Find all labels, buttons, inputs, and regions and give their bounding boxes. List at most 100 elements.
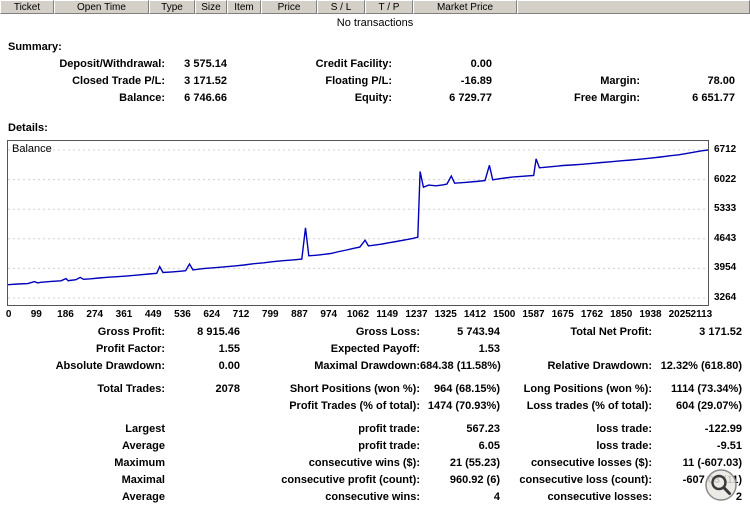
- stats-row: Gross Profit: 8 915.46 Gross Loss: 5 743.94…: [0, 324, 742, 341]
- stats-row: Average profit trade: 6.05 loss trade: -9.51: [0, 438, 742, 455]
- summary-value: 78.00: [707, 75, 735, 87]
- summary-value: 6 651.77: [692, 92, 735, 104]
- stat-label: Loss trades (% of total):: [526, 400, 652, 412]
- summary-value: 6 746.66: [184, 92, 227, 104]
- x-tick-label: 449: [144, 309, 162, 320]
- y-tick-label: 6022: [714, 173, 737, 185]
- stat-label: profit trade:: [358, 423, 420, 435]
- column-header-s-l[interactable]: S / L: [317, 0, 365, 14]
- x-tick-label: 1062: [346, 309, 370, 320]
- stat-value: 1.53: [478, 343, 500, 355]
- x-tick-label: 536: [174, 309, 191, 320]
- stats-row: Absolute Drawdown: 0.00 Maximal Drawdown: 6…: [0, 358, 742, 375]
- stat-value: 960.92 (6): [449, 474, 500, 486]
- stat-value: -122.99: [704, 423, 742, 435]
- stat-label: consecutive profit (count):: [281, 474, 420, 486]
- balance-chart: Balance: [7, 140, 709, 306]
- column-header-t-p[interactable]: T / P: [365, 0, 413, 14]
- column-header-open-time[interactable]: Open Time: [54, 0, 149, 14]
- stat-label: Average: [121, 491, 165, 503]
- stats-row: Total Trades: 2078 Short Positions (won %)…: [0, 381, 742, 398]
- stat-label: Profit Trades (% of total):: [289, 400, 420, 412]
- balance-line-plot: [8, 149, 708, 299]
- x-tick-label: 1500: [493, 309, 516, 320]
- summary-grid: Deposit/Withdrawal: 3 575.14 Credit Facili…: [0, 58, 742, 105]
- stat-label: consecutive wins:: [325, 491, 420, 503]
- summary-label: Margin:: [600, 75, 640, 87]
- stat-value: 12.32% (618.80): [660, 360, 742, 372]
- column-header-price[interactable]: Price: [261, 0, 317, 14]
- x-tick-label: 1325: [434, 309, 457, 320]
- stat-value: 3 171.52: [699, 326, 742, 338]
- stat-label: Largest: [125, 423, 165, 435]
- stat-value: 2: [735, 491, 742, 503]
- y-tick-label: 6712: [714, 144, 737, 155]
- balance-line: [8, 149, 708, 286]
- summary-value: 3 575.14: [184, 58, 227, 70]
- stat-label: consecutive losses:: [547, 491, 652, 503]
- x-tick-label: 1850: [610, 309, 633, 320]
- stats-row: Average consecutive wins: 4 consecutive los…: [0, 489, 742, 506]
- stat-label: loss trade:: [596, 440, 652, 452]
- y-tick-label: 5333: [714, 203, 737, 215]
- stat-label: Average: [121, 440, 165, 452]
- summary-label: Floating P/L:: [325, 75, 392, 87]
- column-header-size[interactable]: Size: [195, 0, 227, 14]
- summary-label: Deposit/Withdrawal:: [59, 58, 165, 70]
- summary-label: Equity:: [354, 92, 392, 104]
- stat-value: 1114 (73.34%): [671, 383, 742, 395]
- stat-label: Gross Loss:: [355, 326, 420, 338]
- column-header-ticket[interactable]: Ticket: [0, 0, 54, 14]
- summary-value: [640, 58, 735, 71]
- stat-value: 8 915.46: [197, 326, 240, 338]
- stat-label: Relative Drawdown:: [547, 360, 652, 372]
- stats-row: Profit Factor: 1.55 Expected Payoff: 1.53: [0, 341, 742, 358]
- chart-y-axis: 3264 3954 4643 5333 6022 6712: [714, 140, 750, 306]
- stat-value: 684.38 (11.58%): [420, 360, 501, 372]
- x-tick-label: 887: [291, 309, 308, 320]
- stat-label: Gross Profit:: [97, 326, 165, 338]
- stat-label: Long Positions (won %):: [523, 383, 652, 395]
- x-tick-label: 2113: [690, 309, 713, 320]
- x-tick-label: 712: [232, 309, 250, 320]
- stats-row: Maximum consecutive wins ($): 21 (55.23) co…: [0, 455, 742, 472]
- stat-label: Maximum: [114, 457, 165, 469]
- stat-label: Total Net Profit:: [570, 326, 652, 338]
- summary-value: 3 171.52: [184, 75, 227, 87]
- summary-label: Balance:: [119, 92, 165, 104]
- x-tick-label: 2025: [668, 309, 691, 320]
- stat-label: Absolute Drawdown:: [55, 360, 165, 372]
- x-tick-label: 799: [261, 309, 279, 320]
- stat-label: profit trade:: [358, 440, 420, 452]
- column-header-market-price[interactable]: Market Price: [413, 0, 517, 14]
- stat-value: 964 (68.15%): [433, 383, 500, 395]
- column-header-item[interactable]: Item: [227, 0, 261, 14]
- summary-title: Summary:: [8, 41, 62, 53]
- summary-value: 6 729.77: [449, 92, 492, 104]
- x-tick-label: 1938: [639, 309, 662, 320]
- stat-value: 0.00: [218, 360, 240, 372]
- stat-value: 2078: [215, 383, 240, 395]
- summary-value: -16.89: [460, 75, 492, 87]
- summary-value: 0.00: [470, 58, 492, 70]
- stat-label: loss trade:: [596, 423, 652, 435]
- y-tick-label: 3954: [714, 262, 737, 274]
- x-tick-label: 0: [5, 309, 12, 320]
- empty-message: No transactions: [336, 17, 414, 29]
- zoom-icon[interactable]: [704, 468, 738, 502]
- stat-value: 6.05: [478, 440, 500, 452]
- x-tick-label: 1149: [376, 309, 399, 320]
- stats-row: Maximal consecutive profit (count): 960.92…: [0, 472, 742, 489]
- summary-label: Closed Trade P/L:: [72, 75, 165, 87]
- stats-row: Largest profit trade: 567.23 loss trade: -12…: [0, 421, 742, 438]
- stat-label: Total Trades:: [97, 383, 165, 395]
- stat-label: Maximal: [121, 474, 165, 486]
- summary-label: [492, 58, 640, 71]
- column-header-type[interactable]: Type: [149, 0, 195, 14]
- stat-label: consecutive wins ($):: [308, 457, 420, 469]
- stat-label: Expected Payoff:: [330, 343, 420, 355]
- stat-value: 604 (29.07%): [675, 400, 742, 412]
- summary-label: Free Margin:: [573, 92, 640, 104]
- stat-value: 11 (-607.03): [682, 457, 742, 469]
- stat-label: Profit Factor:: [95, 343, 165, 355]
